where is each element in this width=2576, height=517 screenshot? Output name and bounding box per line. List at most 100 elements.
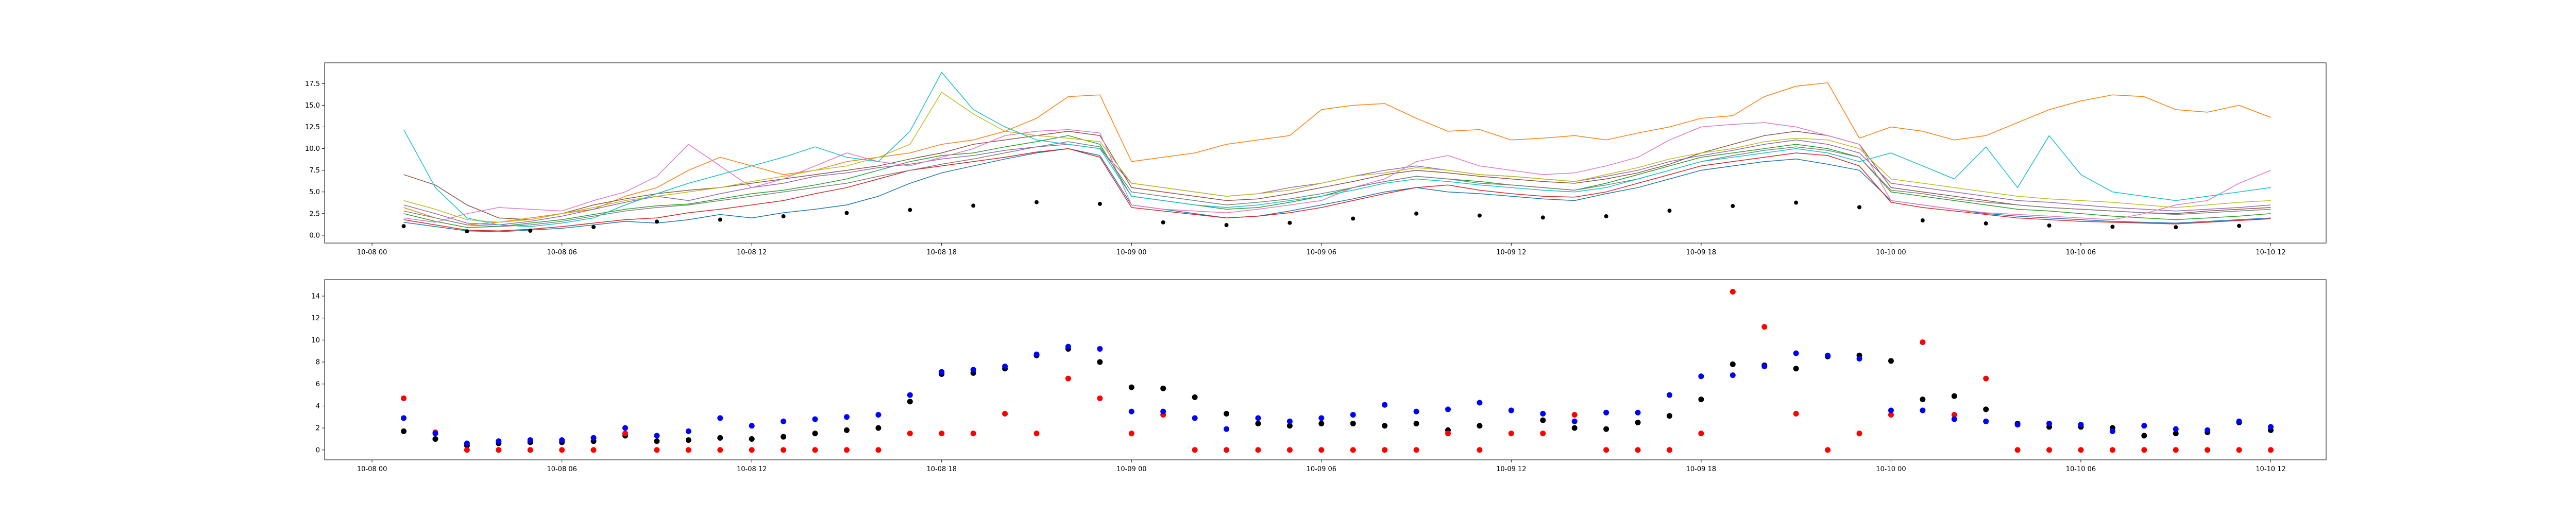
series-line-6 xyxy=(403,122,2271,223)
scatter-point-1 xyxy=(590,447,597,453)
scatter-point-2 xyxy=(1224,426,1230,432)
scatter-point-2 xyxy=(843,414,850,420)
scatter-point-2 xyxy=(1477,400,1483,406)
y-tick-label: 2 xyxy=(316,425,320,433)
scatter-point-0 xyxy=(781,434,787,440)
scatter-point-1 xyxy=(939,430,945,437)
scatter-point-2 xyxy=(2078,422,2084,428)
x-tick-label: 10-10 00 xyxy=(1876,249,1906,256)
y-tick-label: 15.0 xyxy=(305,102,320,110)
median-point xyxy=(781,214,786,219)
x-tick-label: 10-10 00 xyxy=(1876,466,1906,473)
y-tick-label: 7.5 xyxy=(309,167,320,175)
median-point xyxy=(1731,204,1735,209)
plot-frame xyxy=(324,62,2327,244)
scatter-point-2 xyxy=(1097,346,1103,352)
median-point xyxy=(1414,211,1419,216)
median-point xyxy=(1161,220,1165,225)
x-tick-label: 10-10 12 xyxy=(2256,466,2285,473)
scatter-point-1 xyxy=(907,430,913,437)
median-point xyxy=(1097,201,1102,206)
x-tick-label: 10-09 18 xyxy=(1686,249,1716,256)
median-point xyxy=(718,217,722,222)
median-point xyxy=(2237,223,2242,228)
scatter-point-0 xyxy=(1192,394,1198,400)
scatter-point-0 xyxy=(1920,397,1926,403)
scatter-point-2 xyxy=(1128,408,1134,415)
scatter-point-0 xyxy=(1698,397,1704,403)
x-tick-label: 10-09 00 xyxy=(1116,249,1146,256)
scatter-point-1 xyxy=(1698,430,1704,437)
median-point xyxy=(1224,223,1229,228)
scatter-point-1 xyxy=(970,430,976,437)
scatter-point-1 xyxy=(1730,288,1736,295)
x-tick-label: 10-08 18 xyxy=(927,466,957,473)
x-tick-label: 10-08 12 xyxy=(737,249,767,256)
scatter-point-2 xyxy=(1192,415,1198,421)
scatter-point-2 xyxy=(2046,421,2053,427)
y-tick-label: 4 xyxy=(316,403,320,410)
scatter-point-2 xyxy=(1033,351,1040,357)
scatter-point-2 xyxy=(432,430,438,437)
scatter-point-1 xyxy=(401,395,407,401)
scatter-point-2 xyxy=(939,369,945,375)
y-tick-label: 12.5 xyxy=(305,124,320,131)
scatter-point-1 xyxy=(1793,410,1799,417)
scatter-point-2 xyxy=(1603,409,1609,416)
scatter-point-2 xyxy=(2173,426,2179,432)
scatter-point-1 xyxy=(1350,447,1356,453)
scatter-point-1 xyxy=(1635,447,1641,453)
median-point xyxy=(1477,213,1482,218)
scatter-point-1 xyxy=(2236,447,2242,453)
x-tick-label: 10-08 18 xyxy=(927,249,957,256)
scatter-point-2 xyxy=(1160,408,1166,415)
median-point xyxy=(2174,225,2178,230)
y-tick-label: 6 xyxy=(316,381,320,388)
scatter-point-2 xyxy=(1002,364,1008,370)
scatter-point-1 xyxy=(1825,447,1831,453)
median-point xyxy=(591,225,596,229)
scatter-point-0 xyxy=(1730,361,1736,367)
scatter-point-0 xyxy=(875,425,882,431)
scatter-point-2 xyxy=(1856,356,1862,362)
scatter-point-1 xyxy=(2141,447,2147,453)
scatter-point-1 xyxy=(1033,430,1040,437)
y-tick-label: 2.5 xyxy=(309,210,320,218)
scatter-point-2 xyxy=(1793,350,1799,356)
x-tick-label: 10-09 12 xyxy=(1496,466,1526,473)
scatter-point-2 xyxy=(1920,407,1926,413)
scatter-point-1 xyxy=(2173,447,2179,453)
scatter-point-1 xyxy=(1318,447,1325,453)
scatter-point-2 xyxy=(2268,424,2274,430)
x-tick-label: 10-10 12 xyxy=(2256,249,2285,256)
scatter-point-2 xyxy=(1286,418,1293,424)
scatter-point-2 xyxy=(1951,416,1957,422)
scatter-point-0 xyxy=(1286,423,1293,429)
scatter-point-1 xyxy=(1920,339,1926,346)
series-line-1 xyxy=(403,82,2271,226)
scatter-point-0 xyxy=(1666,413,1672,419)
median-point xyxy=(2110,225,2115,229)
median-point xyxy=(465,229,469,234)
series-line-7 xyxy=(403,141,2271,227)
scatter-point-2 xyxy=(749,423,755,429)
scatter-point-0 xyxy=(1635,419,1641,425)
scatter-point-2 xyxy=(1635,409,1641,416)
scatter-point-2 xyxy=(654,433,660,439)
median-point xyxy=(971,203,976,208)
x-tick-label: 10-08 00 xyxy=(357,249,387,256)
x-tick-label: 10-09 18 xyxy=(1686,466,1716,473)
y-tick-label: 10 xyxy=(311,337,320,344)
scatter-point-2 xyxy=(2236,418,2242,424)
scatter-point-0 xyxy=(1382,423,1388,429)
scatter-point-1 xyxy=(1983,375,1989,382)
scatter-point-1 xyxy=(1445,430,1451,437)
y-tick-label: 12 xyxy=(311,315,320,322)
scatter-point-1 xyxy=(464,447,470,453)
scatter-point-1 xyxy=(781,447,787,453)
scatter-point-1 xyxy=(1192,447,1198,453)
scatter-point-2 xyxy=(1065,343,1071,350)
scatter-point-1 xyxy=(1477,447,1483,453)
scatter-point-1 xyxy=(1666,447,1672,453)
